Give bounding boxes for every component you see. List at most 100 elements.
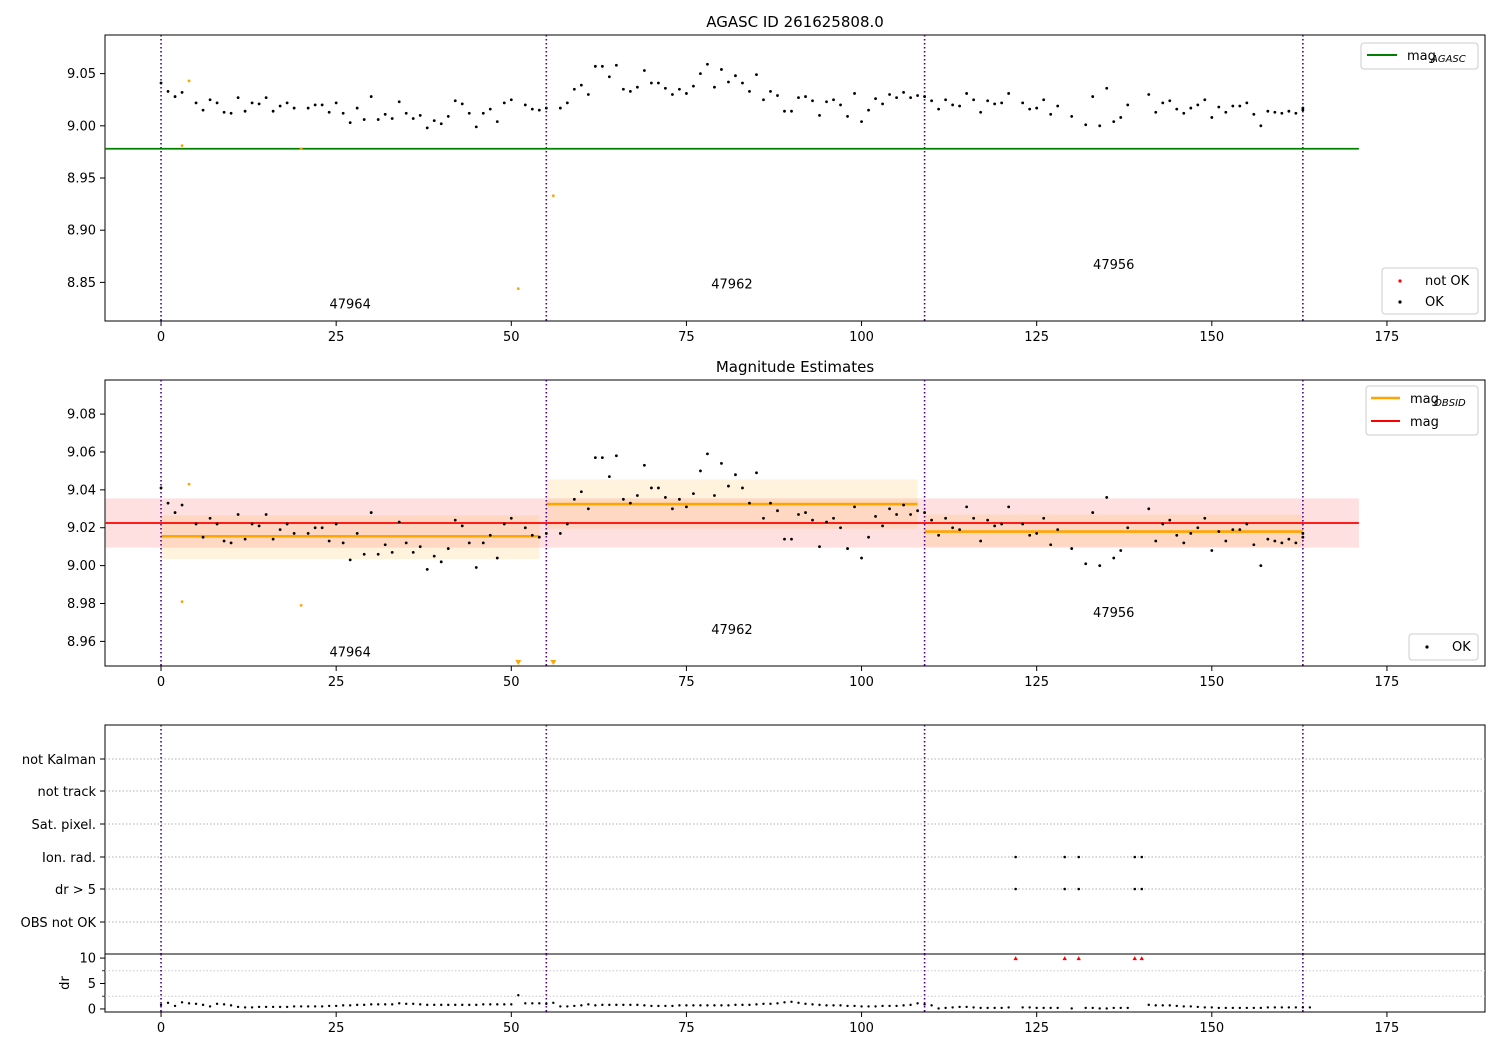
ok-point [860,120,863,124]
ok-point [1217,105,1221,109]
excluded-point [187,482,191,486]
ok-point [1000,101,1004,105]
ok-point [979,110,983,114]
ok-point [972,98,976,102]
dr-point [622,1003,625,1007]
dr-point [433,1003,436,1007]
ok-point [635,494,639,497]
ok-point [173,95,177,98]
ok-point [832,98,835,102]
ok-point [425,568,429,571]
x-tick-label: 0 [157,1021,165,1036]
ok-point [1035,532,1039,535]
ok-point [748,501,751,505]
ok-point [1280,111,1284,115]
ok-point [600,456,604,460]
dr-point [1196,1005,1199,1009]
ok-point [972,516,976,520]
dr-point [1119,1006,1122,1010]
ok-point [916,509,919,513]
ok-point [748,89,751,93]
dr-point [1280,1006,1284,1009]
ok-point [446,547,450,550]
dr-point [1161,1004,1164,1007]
ok-point [860,556,863,560]
ok-point [657,486,660,490]
ok-point [432,119,436,122]
ok-point [846,547,849,550]
dr-point [909,1003,912,1007]
ok-point [993,102,997,106]
ok-point [776,509,779,513]
flag-category-label: OBS not OK [21,916,97,931]
ok-point [1238,104,1242,108]
flag-marker [1133,855,1137,859]
dr-point [629,1003,632,1007]
ok-point [320,526,324,530]
ok-point [229,111,233,115]
ok-point [628,89,632,93]
ok-point [467,541,471,545]
ok-point [1203,516,1207,520]
ok-point [783,109,786,113]
ok-point [1224,110,1228,114]
ok-point [264,96,268,100]
ok-point [1245,101,1249,105]
legend-marker-not-ok [1398,279,1402,283]
y-tick-label: 9.02 [67,521,96,536]
x-tick-label: 75 [678,1021,695,1036]
ok-point [734,74,737,78]
dr-point [1273,1006,1277,1009]
ok-point [1119,116,1123,119]
dr-point [405,1002,408,1006]
ok-point [1021,522,1025,526]
ok-point [173,511,177,514]
ok-point [804,511,807,514]
dr-point [334,1004,338,1008]
panel2-title: Magnitude Estimates [716,358,874,376]
dr-point [1294,1006,1298,1009]
dr-point [1021,1006,1024,1009]
dr-point [348,1004,352,1007]
ok-point [986,99,990,103]
ok-point [902,91,905,94]
dr-point [391,1003,394,1006]
ok-point [586,507,590,511]
ok-point [1175,533,1179,537]
dr-point [215,1002,219,1006]
dr-point [1245,1006,1249,1010]
y-tick-label: 8.85 [67,276,96,291]
ok-point [1042,516,1046,520]
dr-point [867,1005,870,1008]
ok-point [327,539,331,543]
ok-point [579,490,583,494]
legend-label-mag: mag [1410,415,1439,430]
below-range-marker [550,660,557,665]
ok-point [839,526,842,530]
ok-point [1287,537,1291,541]
dr-point [187,1002,191,1005]
dr-point [1091,1006,1094,1010]
dr-point [475,1003,478,1007]
dr-point [755,1003,758,1006]
ok-point [727,484,730,488]
dr-point [874,1005,877,1008]
ok-point [846,115,849,118]
ok-point [614,454,618,458]
dr-point [594,1004,597,1007]
ok-point [201,535,205,539]
ok-point [986,518,990,522]
ok-point [1294,111,1298,115]
dr-point [313,1005,317,1008]
dr-point [173,1004,177,1008]
ok-point [965,92,969,95]
flag-marker [1140,887,1144,891]
flag-marker [1133,887,1137,891]
panel1-title: AGASC ID 261625808.0 [706,13,884,31]
dr-point [531,1002,534,1005]
y-tick-label: 8.98 [67,597,96,612]
ok-point [923,511,926,514]
flag-marker [1077,887,1081,891]
dr-point [937,1007,940,1010]
x-tick-label: 50 [503,330,520,345]
